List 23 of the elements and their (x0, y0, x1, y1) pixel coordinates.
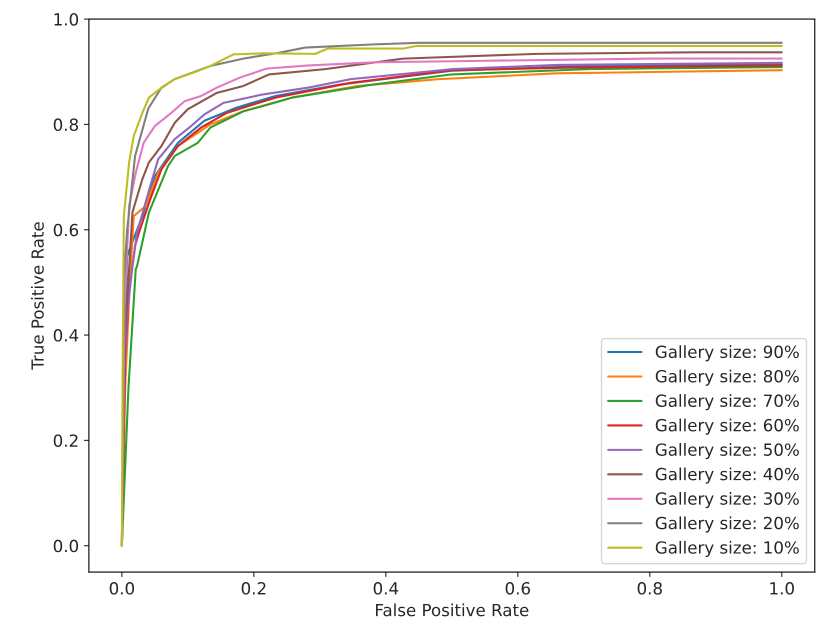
y-tick-label: 0.8 (54, 118, 78, 131)
y-tick-label: 1.0 (54, 13, 78, 26)
x-tick-label: 0.2 (242, 582, 266, 595)
x-tick-label: 0.0 (110, 582, 134, 595)
x-tick-label: 0.4 (374, 582, 398, 595)
x-tick-label: 1.0 (770, 582, 794, 595)
y-tick-label: 0.2 (54, 434, 78, 447)
legend-label: Gallery size: 60% (656, 418, 799, 435)
y-tick-label: 0.6 (54, 224, 78, 236)
legend-label: Gallery size: 80% (656, 370, 799, 386)
legend-label: Gallery size: 50% (656, 443, 799, 460)
legend-label: Gallery size: 10% (656, 540, 799, 558)
y-axis-title: True Positive Rate (30, 222, 44, 370)
x-axis-title: False Positive Rate (376, 603, 528, 616)
legend-label: Gallery size: 70% (656, 394, 799, 410)
legend-label: Gallery size: 30% (656, 492, 799, 508)
x-tick-label: 0.6 (506, 582, 530, 595)
legend-label: Gallery size: 20% (656, 516, 799, 533)
legend-label: Gallery size: 90% (656, 345, 799, 362)
y-tick-label: 0.0 (54, 540, 78, 552)
legend-label: Gallery size: 40% (656, 468, 799, 484)
x-tick-label: 0.8 (638, 582, 662, 595)
y-tick-label: 0.4 (54, 329, 78, 342)
